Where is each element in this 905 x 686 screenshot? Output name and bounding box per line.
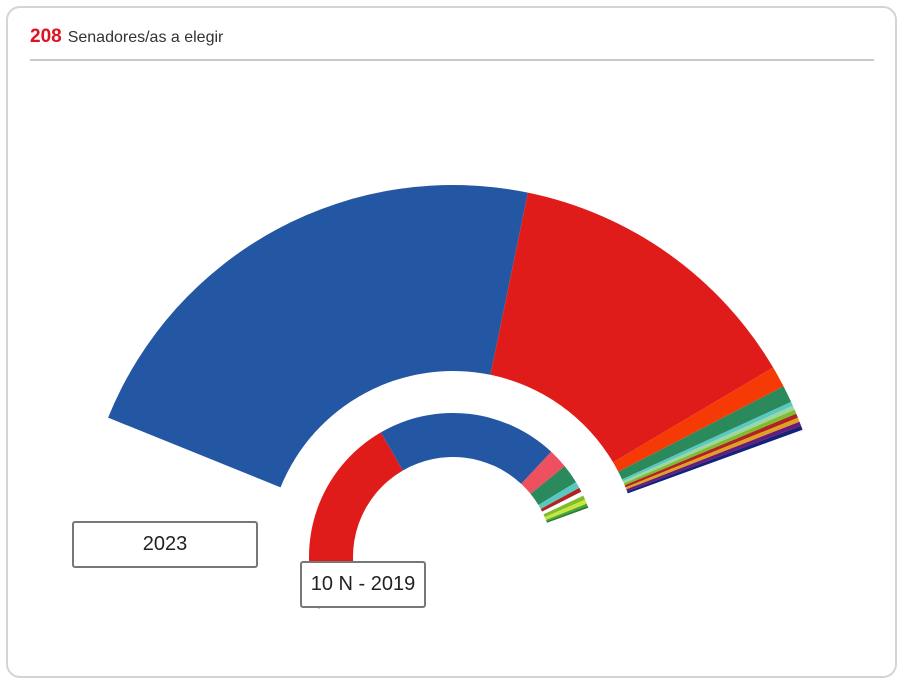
ring-2023-slice-5[interactable]: [622, 401, 793, 482]
ring-2023-slice-6[interactable]: [622, 405, 795, 484]
ring-2019-slice-2[interactable]: [380, 412, 552, 484]
ring-2023-slice-9[interactable]: [625, 417, 800, 490]
ring-2019-slice-9[interactable]: [544, 499, 587, 520]
ring-2023-slice-3[interactable]: [613, 367, 784, 472]
ring-2019-slice-8[interactable]: [543, 495, 586, 518]
ring-2019-slice-11[interactable]: [546, 505, 589, 523]
ring-2019-slice-7[interactable]: [542, 491, 584, 515]
ring-2023-slice-11[interactable]: [627, 425, 803, 494]
ring-2023-slice-1[interactable]: [108, 185, 528, 488]
ring-2019-slice-4[interactable]: [530, 466, 577, 506]
ring-2019-slice-6[interactable]: [540, 487, 582, 512]
ring-2019-slice-3[interactable]: [521, 451, 565, 494]
ring-2019-slice-5[interactable]: [538, 482, 580, 509]
ring-2023-slice-7[interactable]: [623, 409, 797, 486]
ring-2023-slice-4[interactable]: [618, 386, 792, 480]
seat-label: Senadores/as a elegir: [67, 29, 224, 46]
year-label-2019[interactable]: 10 N - 2019: [300, 561, 426, 608]
ring-2023-slice-2[interactable]: [490, 192, 774, 463]
year-label-2023[interactable]: 2023: [72, 521, 258, 568]
ring-2019-slice-10[interactable]: [545, 503, 588, 522]
card-header: 208 Senadores/as a elegir: [30, 26, 874, 61]
ring-2023-slice-10[interactable]: [626, 421, 802, 492]
seat-count: 208: [30, 26, 62, 47]
ring-2023: [108, 185, 803, 494]
ring-2023-slice-8[interactable]: [624, 413, 798, 488]
